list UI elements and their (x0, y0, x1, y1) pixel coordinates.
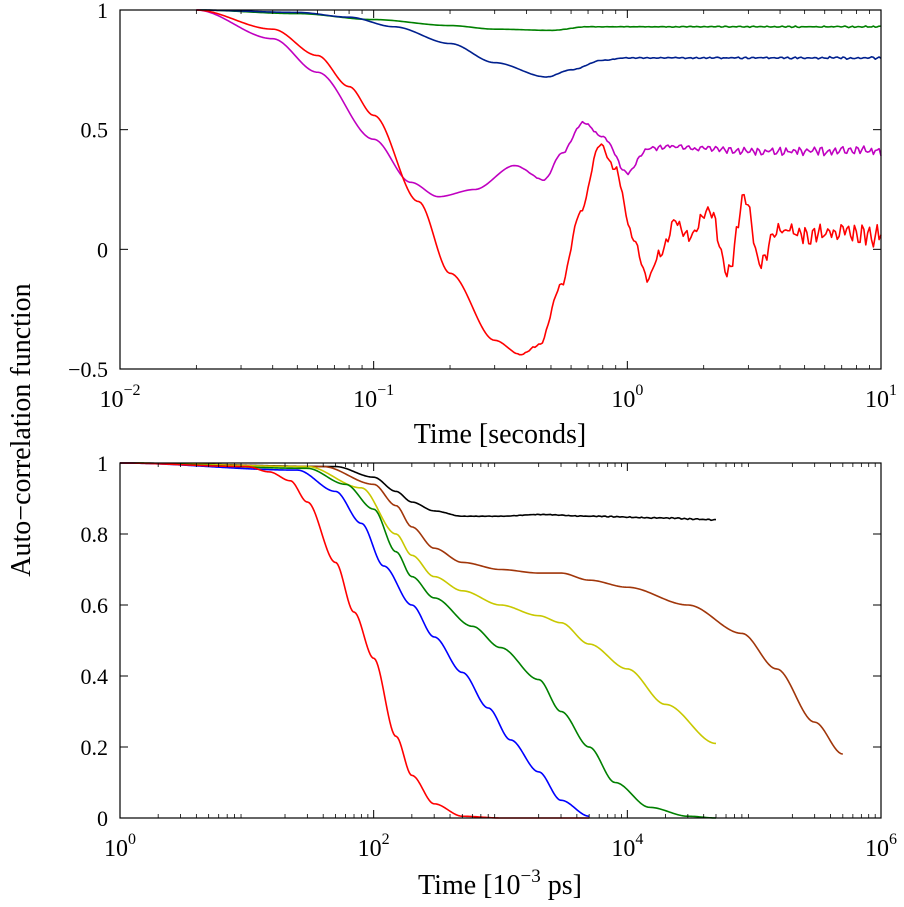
bottom-ticks: 100 102 104 106 0 0.2 0.4 0.6 0.8 1 (81, 451, 898, 862)
top-xtick-label: 10−1 (353, 382, 394, 413)
bottom-ytick-label: 0.8 (81, 522, 109, 547)
bottom-plot-frame (119, 462, 882, 819)
top-ytick-label: −0.5 (68, 357, 108, 382)
top-ytick-label: 0 (97, 237, 108, 262)
ylabel-shared: Auto−correlation function (6, 283, 37, 576)
bottom-series-line (120, 462, 717, 745)
bottom-xtick-label: 100 (104, 831, 136, 862)
top-series-line (196, 9, 882, 32)
bottom-xlabel-post: ps] (541, 870, 582, 901)
top-ticks: 10−2 10−1 100 101 −0.5 0 0.5 1 (68, 0, 897, 413)
bottom-series-line (120, 462, 716, 819)
top-plot-frame (119, 9, 882, 370)
bottom-ytick-label: 0.2 (81, 735, 109, 760)
top-xtick-label: 10−2 (99, 382, 140, 413)
bottom-xtick-label: 102 (358, 831, 390, 862)
bottom-ytick-label: 1 (97, 451, 108, 476)
top-xlabel: Time [seconds] (414, 419, 586, 450)
bottom-xtick-label: 106 (865, 831, 897, 862)
top-xtick-label: 101 (865, 382, 897, 413)
bottom-ytick-label: 0.4 (81, 664, 109, 689)
top-ytick-label: 1 (97, 0, 108, 23)
bottom-series-line (120, 462, 590, 819)
bottom-series-line (120, 462, 843, 755)
top-series-line (196, 9, 882, 356)
bottom-xtick-label: 104 (611, 831, 643, 862)
top-series-line (196, 9, 882, 78)
bottom-series-line (120, 462, 716, 522)
top-chart: 10−2 10−1 100 101 −0.5 0 0.5 1 Time [seconds] (68, 0, 897, 450)
bottom-xlabel-exp: −3 (520, 866, 540, 887)
top-ytick-label: 0.5 (81, 118, 109, 143)
top-xtick-label: 100 (611, 382, 643, 413)
bottom-xlabel: Time [10−3 ps] (418, 866, 582, 901)
bottom-ytick-label: 0 (97, 806, 108, 831)
bottom-chart: 100 102 104 106 0 0.2 0.4 0.6 0.8 1 Time [10−3 ps… (81, 451, 898, 901)
bottom-ytick-label: 0.6 (81, 593, 109, 618)
top-series-line (196, 9, 882, 198)
top-series-group (196, 9, 882, 356)
bottom-xlabel-pre: Time [10 (418, 870, 520, 901)
bottom-series-group (120, 462, 843, 819)
